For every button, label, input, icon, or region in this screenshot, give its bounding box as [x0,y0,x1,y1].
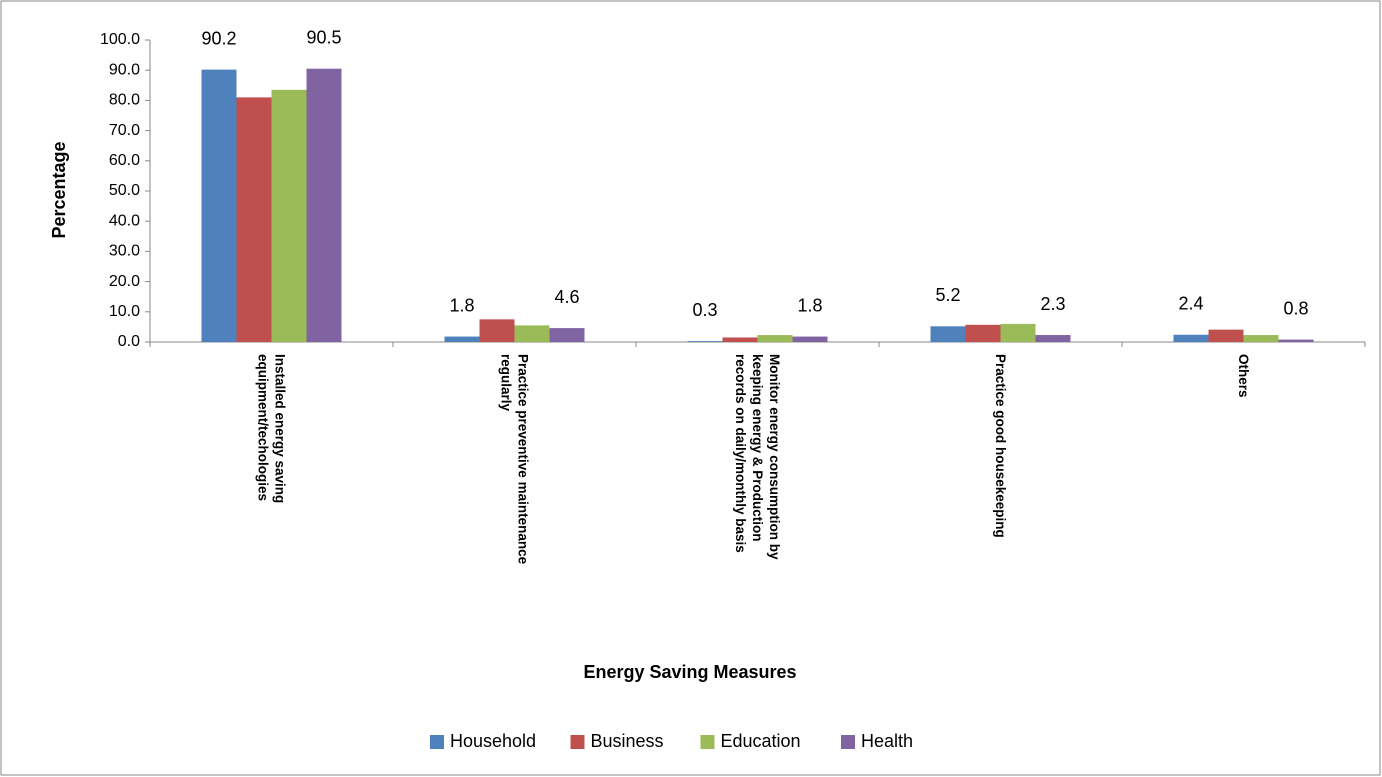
legend-label: Business [591,731,664,751]
bar [687,341,723,342]
data-label: 1.8 [797,295,822,315]
x-tick-label: Practice good housekeeping [993,354,1008,538]
y-axis-title: Percentage [49,141,69,238]
y-tick-label: 0.0 [118,333,140,350]
y-tick-label: 80.0 [109,92,140,109]
bar [792,336,828,342]
bar [757,335,793,342]
legend-swatch [430,735,444,749]
legend-swatch [841,735,855,749]
legend-label: Education [721,731,801,751]
legend-swatch [700,735,715,749]
bar [479,319,515,342]
y-tick-label: 10.0 [109,303,140,320]
data-label: 2.3 [1040,294,1065,314]
x-tick-label: Others [1236,354,1251,398]
data-label: 5.2 [935,285,960,305]
y-tick-label: 100.0 [100,31,140,48]
bar [1000,323,1036,342]
bar [965,324,1001,342]
data-label: 0.3 [692,300,717,320]
data-label: 0.8 [1283,298,1308,318]
y-tick-label: 90.0 [109,61,140,78]
bar [1278,339,1314,342]
legend-label: Household [450,731,536,751]
data-label: 90.5 [306,27,341,47]
bar [1173,334,1209,342]
bar [444,336,480,342]
y-tick-label: 50.0 [109,182,140,199]
x-tick-label: Practice preventive maintenance regularl… [498,354,531,565]
bar [930,326,966,342]
data-label: 4.6 [554,287,579,307]
bar [1208,329,1244,342]
bar [1035,335,1071,342]
legend-swatch [570,735,585,749]
bar [236,97,272,342]
y-tick-label: 30.0 [109,243,140,260]
bar [271,89,307,342]
legend-label: Health [861,731,913,751]
x-tick-label: Monitor energy consumption by keeping en… [733,354,782,560]
bar [306,68,342,342]
y-tick-label: 20.0 [109,273,140,290]
x-axis-title: Energy Saving Measures [583,662,796,682]
y-tick-label: 70.0 [109,122,140,139]
data-label: 2.4 [1178,294,1203,314]
bar [722,337,758,342]
bar [201,69,237,342]
y-tick-label: 60.0 [109,152,140,169]
x-tick-label: Installed energy saving equipment/techol… [255,354,288,504]
data-label: 1.8 [449,295,474,315]
bar [514,325,550,342]
bar [1243,335,1279,342]
bar [549,328,585,342]
y-tick-label: 40.0 [109,212,140,229]
data-label: 90.2 [201,28,236,48]
